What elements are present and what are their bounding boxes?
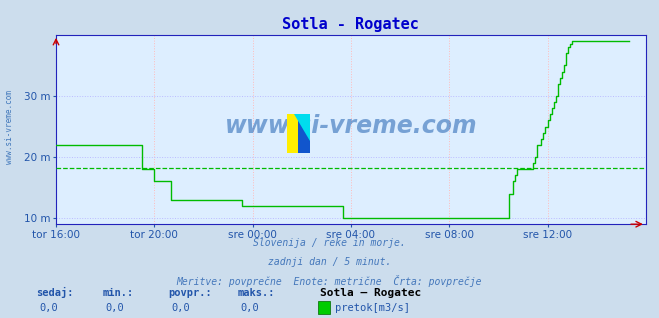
Text: Sotla – Rogatec: Sotla – Rogatec — [320, 288, 421, 298]
Text: 0,0: 0,0 — [171, 303, 190, 313]
Text: www.si-vreme.com: www.si-vreme.com — [225, 114, 477, 138]
Text: www.si-vreme.com: www.si-vreme.com — [5, 90, 14, 164]
Text: povpr.:: povpr.: — [168, 288, 212, 298]
Text: min.:: min.: — [102, 288, 133, 298]
Text: 0,0: 0,0 — [40, 303, 58, 313]
Text: zadnji dan / 5 minut.: zadnji dan / 5 minut. — [268, 257, 391, 267]
Text: sedaj:: sedaj: — [36, 287, 74, 298]
Text: 0,0: 0,0 — [105, 303, 124, 313]
Title: Sotla - Rogatec: Sotla - Rogatec — [283, 17, 419, 32]
Text: 0,0: 0,0 — [241, 303, 259, 313]
Text: pretok[m3/s]: pretok[m3/s] — [335, 303, 410, 313]
Text: maks.:: maks.: — [237, 288, 275, 298]
Text: Slovenija / reke in morje.: Slovenija / reke in morje. — [253, 238, 406, 248]
Text: Meritve: povprečne  Enote: metrične  Črta: povprečje: Meritve: povprečne Enote: metrične Črta:… — [177, 275, 482, 287]
